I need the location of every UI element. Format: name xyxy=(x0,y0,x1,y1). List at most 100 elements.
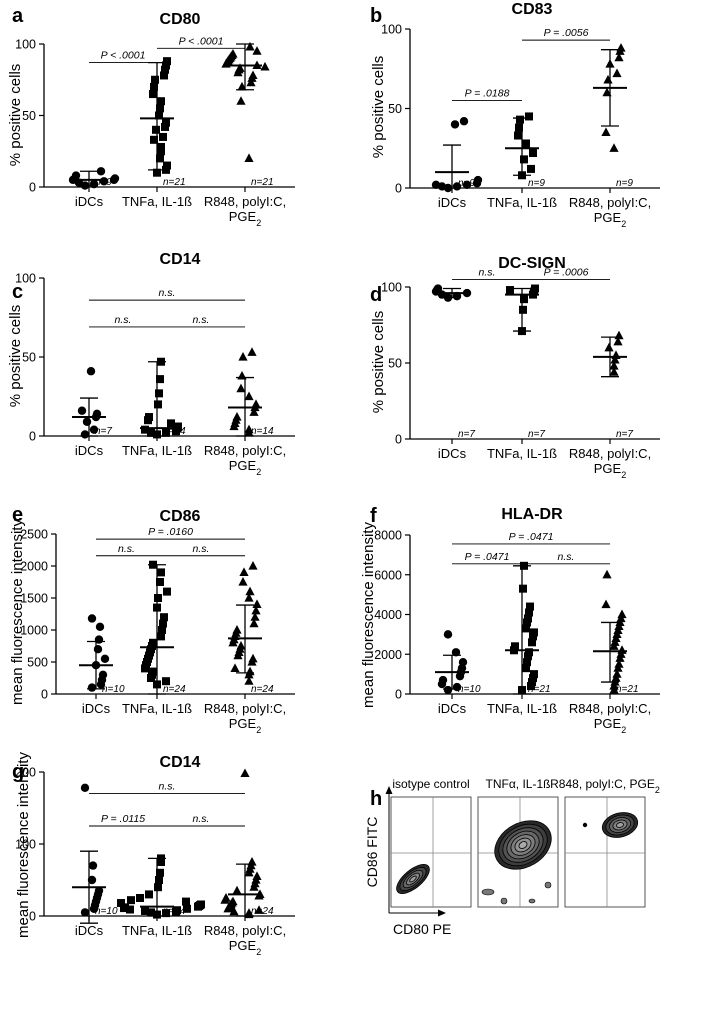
data-point xyxy=(251,605,261,615)
data-point xyxy=(156,578,164,586)
data-point xyxy=(613,336,623,346)
data-point xyxy=(520,295,528,304)
significance-label: P = .0006 xyxy=(544,266,589,278)
data-point xyxy=(160,71,168,80)
data-point xyxy=(609,361,619,370)
panel-label: b xyxy=(370,5,382,27)
data-point xyxy=(522,624,530,633)
data-point xyxy=(248,561,258,570)
panel-d: d DC-SIGN % positive cells 0 50 100 iDCs n=7 TNF… xyxy=(370,255,660,480)
data-point xyxy=(87,683,97,692)
n-label: n=14 xyxy=(251,426,274,437)
significance-label: P = .0471 xyxy=(509,531,554,543)
data-point xyxy=(182,897,190,906)
n-label: n=10 xyxy=(95,906,118,917)
data-point xyxy=(236,383,246,393)
data-point xyxy=(609,367,619,376)
data-point xyxy=(149,90,157,99)
data-point xyxy=(157,568,165,577)
category-label: TNFa, IL-1ß xyxy=(122,194,192,209)
data-point xyxy=(602,87,612,97)
data-point xyxy=(163,587,171,596)
data-point xyxy=(609,143,619,152)
data-point xyxy=(519,584,527,593)
category-label: iDCs xyxy=(82,701,111,716)
data-point xyxy=(145,890,153,899)
data-point xyxy=(174,422,182,431)
data-point xyxy=(249,407,259,416)
data-point xyxy=(157,142,165,151)
data-point xyxy=(239,567,249,576)
data-point xyxy=(161,65,169,74)
significance-label: n.s. xyxy=(115,314,132,326)
data-point xyxy=(530,670,538,679)
data-point xyxy=(520,155,528,164)
data-point xyxy=(459,117,469,126)
n-label: n=21 xyxy=(251,177,274,188)
data-point xyxy=(156,154,164,163)
n-label: n=21 xyxy=(616,684,639,695)
data-point xyxy=(244,153,254,162)
category-label: iDCs xyxy=(438,446,467,461)
y-tick-label: 100 xyxy=(381,23,402,37)
plot-label: isotype control xyxy=(392,777,469,791)
data-point xyxy=(93,645,103,654)
data-point xyxy=(157,97,165,106)
chart-title: HLA-DR xyxy=(501,506,563,523)
data-point xyxy=(149,638,157,647)
data-point xyxy=(80,430,90,439)
data-point xyxy=(136,894,144,902)
y-tick-label: 2000 xyxy=(20,560,48,574)
y-tick-label: 0 xyxy=(395,182,402,196)
significance-label: P = .0160 xyxy=(148,526,193,538)
data-point xyxy=(236,96,246,105)
data-point xyxy=(230,663,240,672)
y-tick-label: 1000 xyxy=(20,624,48,638)
data-point xyxy=(601,599,611,609)
y-axis-label: % positive cells xyxy=(370,311,387,414)
data-point xyxy=(617,645,627,654)
data-point xyxy=(601,127,611,136)
data-point xyxy=(529,149,537,158)
category-label: iDCs xyxy=(75,194,104,209)
data-point xyxy=(247,857,257,866)
significance-label: n.s. xyxy=(159,781,176,793)
data-point xyxy=(250,612,260,621)
data-point xyxy=(247,347,257,356)
data-point xyxy=(515,123,523,132)
data-point xyxy=(86,367,96,376)
x-arrowhead xyxy=(438,909,446,917)
data-point xyxy=(530,628,538,637)
data-point xyxy=(82,417,92,426)
plot-label: R848, polyI:C, PGE2 xyxy=(550,777,660,795)
significance-label: P < .0001 xyxy=(101,50,146,62)
data-point xyxy=(150,135,158,144)
data-point xyxy=(235,63,245,72)
data-point xyxy=(617,609,627,619)
data-point xyxy=(98,670,108,679)
y-tick-label: 0 xyxy=(395,688,402,702)
data-point xyxy=(127,896,135,905)
data-point xyxy=(117,899,125,908)
category-label: R848, polyI:C, xyxy=(204,194,286,209)
data-point xyxy=(244,424,254,434)
data-point xyxy=(154,594,162,602)
data-point xyxy=(240,768,250,778)
data-point xyxy=(145,413,153,422)
category-label: TNFa, IL-1ß xyxy=(122,923,192,938)
data-point xyxy=(248,70,258,80)
category-label: R848, polyI:C, xyxy=(569,701,651,716)
category-label: PGE2 xyxy=(594,716,626,735)
category-label: TNFa, IL-1ß xyxy=(487,701,557,716)
n-label: n=10 xyxy=(458,684,481,695)
category-label: TNFa, IL-1ß xyxy=(487,446,557,461)
data-point xyxy=(161,122,169,131)
y-arrowhead xyxy=(385,786,393,794)
category-label: R848, polyI:C, xyxy=(204,701,286,716)
category-label: R848, polyI:C, xyxy=(569,195,651,210)
data-point xyxy=(450,120,460,129)
data-point xyxy=(516,115,524,124)
data-point xyxy=(525,608,533,617)
y-tick-label: 50 xyxy=(22,109,36,123)
n-label: n=7 xyxy=(95,426,112,437)
